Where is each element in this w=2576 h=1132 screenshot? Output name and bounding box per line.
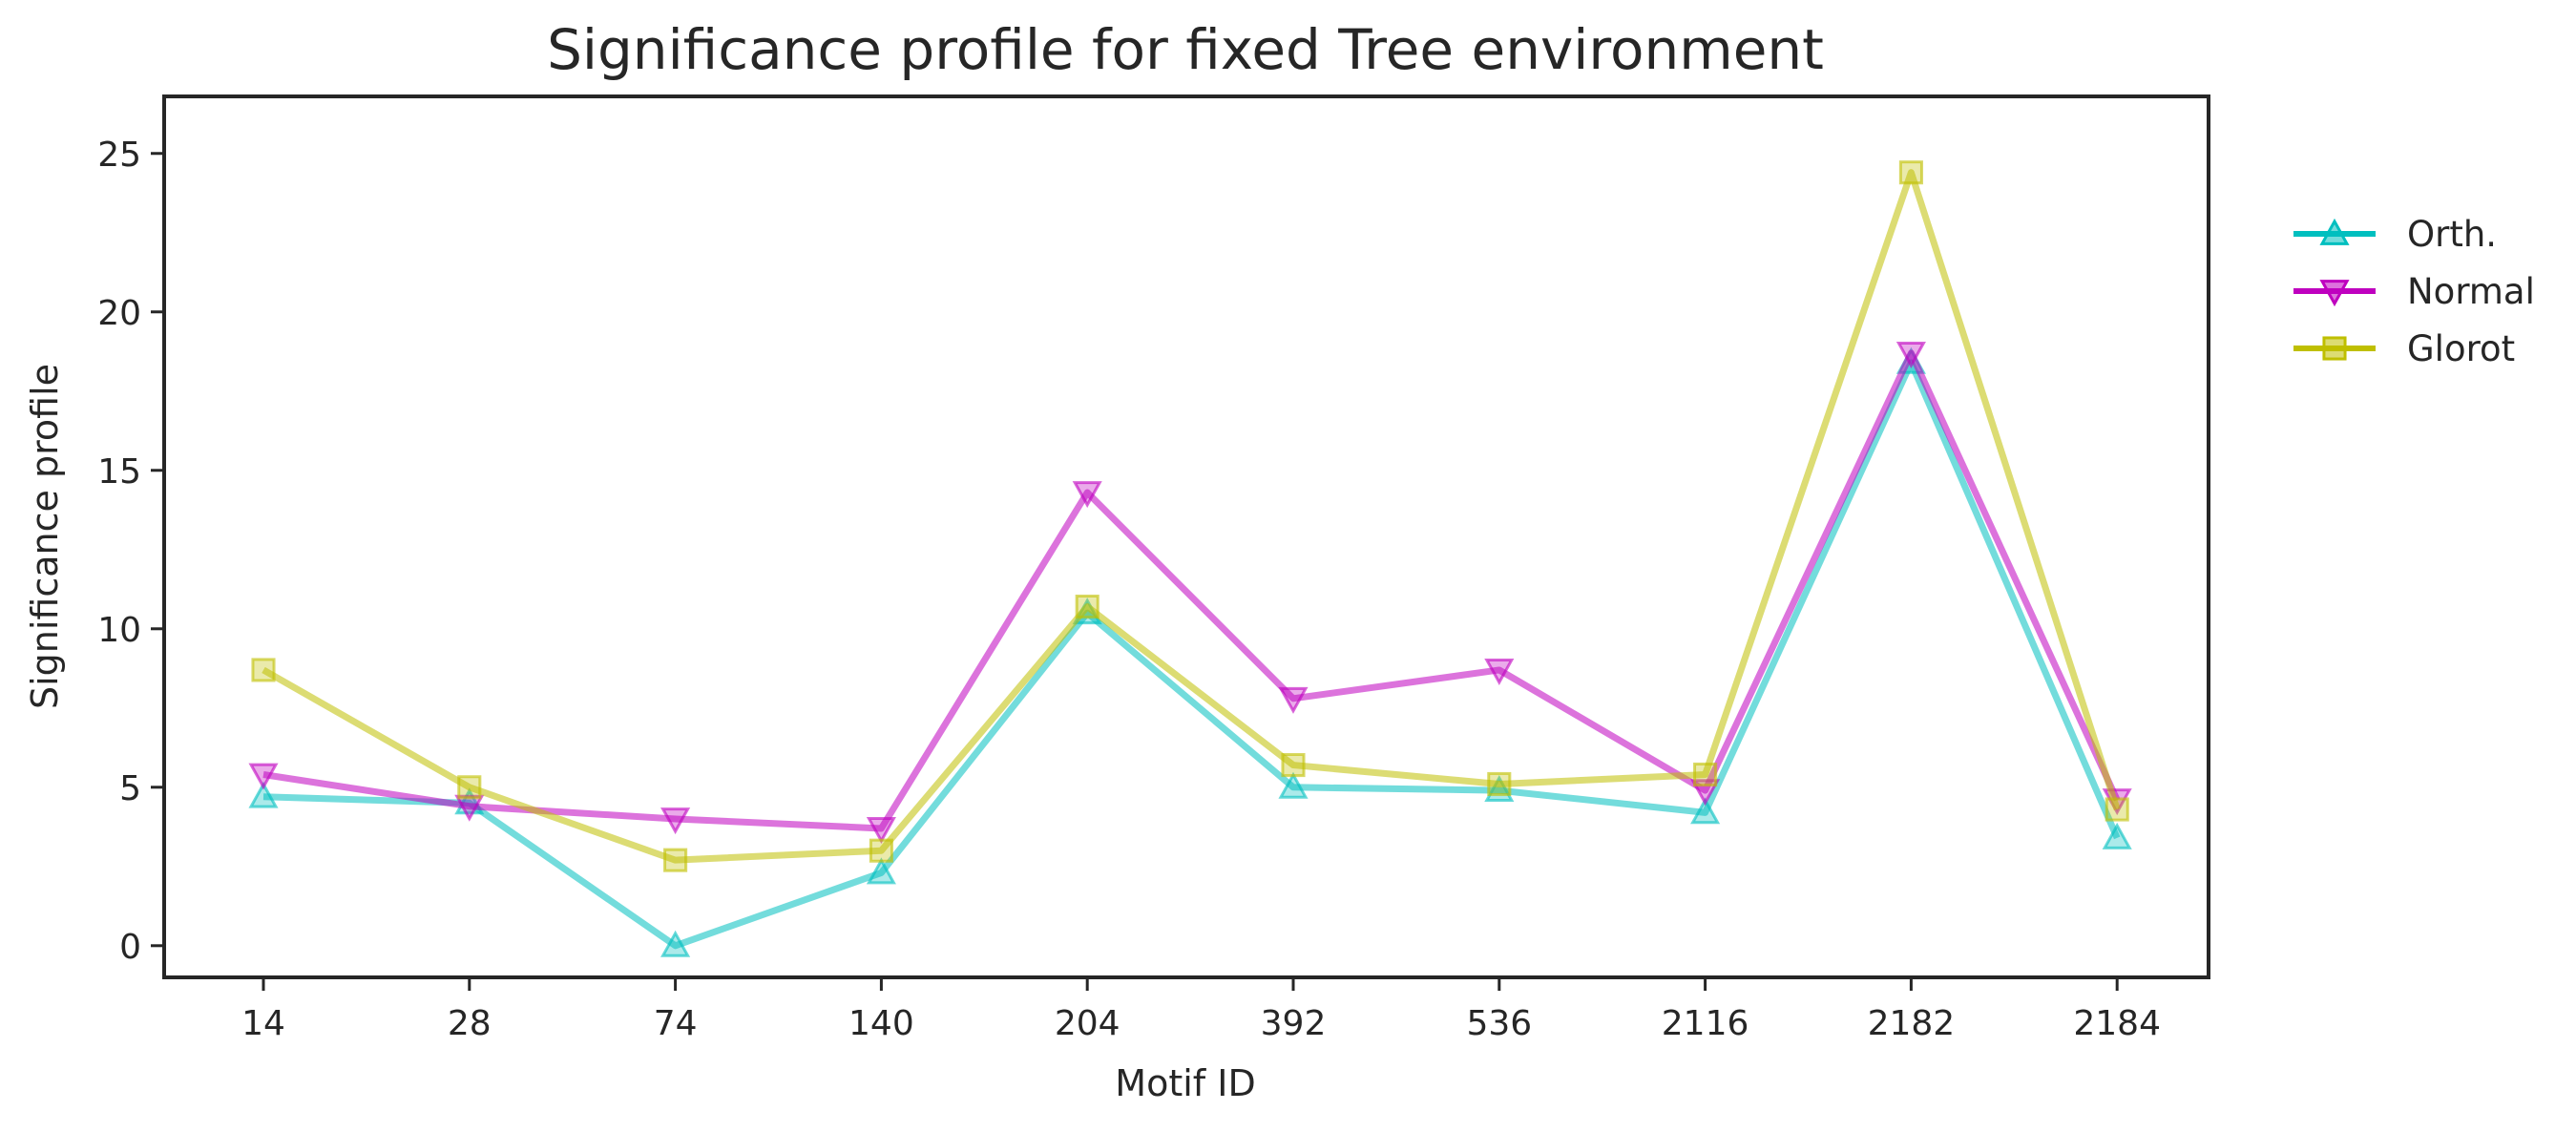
data-point xyxy=(1690,797,1721,825)
data-point xyxy=(660,930,691,957)
series-line xyxy=(262,359,2121,950)
data-point xyxy=(1484,659,1515,686)
legend-item: Glorot xyxy=(2293,328,2515,369)
data-point xyxy=(663,848,688,872)
data-point xyxy=(1278,771,1309,799)
x-tick-label: 2116 xyxy=(1662,1004,1749,1043)
series-normal xyxy=(248,342,2132,845)
y-tick-label: 20 xyxy=(97,294,141,333)
legend-label: Glorot xyxy=(2407,328,2515,369)
data-point xyxy=(248,763,279,790)
y-tick-label: 15 xyxy=(97,452,141,492)
series-line xyxy=(262,169,2121,864)
chart-title: Significance profile for fixed Tree envi… xyxy=(547,17,1824,82)
data-point xyxy=(1487,771,1512,797)
x-tick-label: 74 xyxy=(654,1004,698,1043)
legend-marker xyxy=(2322,336,2347,361)
data-point xyxy=(1693,762,1718,787)
data-point xyxy=(1895,342,1926,369)
axis-ticks: 14 28 74 140 204 392 536 2116 2182 2184 0 5 10 15 20 25 xyxy=(97,136,2161,1043)
y-tick-label: 0 xyxy=(119,928,141,967)
y-axis-label: Significance profile xyxy=(24,364,66,709)
data-point xyxy=(251,658,276,682)
data-point xyxy=(1278,686,1309,714)
series-orth xyxy=(248,346,2132,957)
series-glorot xyxy=(251,160,2129,872)
legend-item: Orth. xyxy=(2293,214,2497,255)
x-tick-label: 392 xyxy=(1261,1004,1327,1043)
x-tick-label: 204 xyxy=(1055,1004,1120,1043)
x-tick-label: 2182 xyxy=(1868,1004,1956,1043)
legend-label: Normal xyxy=(2407,271,2535,312)
legend: Orth. Normal Glorot xyxy=(2293,214,2535,369)
data-point xyxy=(866,857,896,885)
x-tick-label: 28 xyxy=(448,1004,492,1043)
legend-label: Orth. xyxy=(2407,214,2497,255)
data-point xyxy=(660,807,691,835)
y-tick-label: 25 xyxy=(97,136,141,175)
data-point xyxy=(2105,797,2129,822)
data-point xyxy=(454,794,485,822)
x-tick-label: 536 xyxy=(1466,1004,1532,1043)
data-point xyxy=(457,775,482,800)
y-tick-label: 5 xyxy=(119,769,141,808)
data-point xyxy=(866,817,896,845)
data-point xyxy=(869,838,893,863)
data-point xyxy=(1072,481,1102,509)
legend-marker xyxy=(2319,218,2350,245)
legend-item: Normal xyxy=(2293,271,2535,312)
x-tick-label: 2184 xyxy=(2073,1004,2161,1043)
data-point xyxy=(248,781,279,808)
y-tick-label: 10 xyxy=(97,611,141,650)
x-axis-label: Motif ID xyxy=(1115,1062,1255,1104)
data-point xyxy=(1281,753,1306,778)
data-point xyxy=(2102,822,2132,849)
x-tick-label: 140 xyxy=(848,1004,914,1043)
legend-marker xyxy=(2319,280,2350,307)
plot-frame xyxy=(162,94,2210,979)
data-point xyxy=(1075,594,1100,619)
x-tick-label: 14 xyxy=(241,1004,285,1043)
data-point xyxy=(1898,160,1923,185)
series-group xyxy=(248,160,2132,957)
series-line xyxy=(262,349,2121,832)
